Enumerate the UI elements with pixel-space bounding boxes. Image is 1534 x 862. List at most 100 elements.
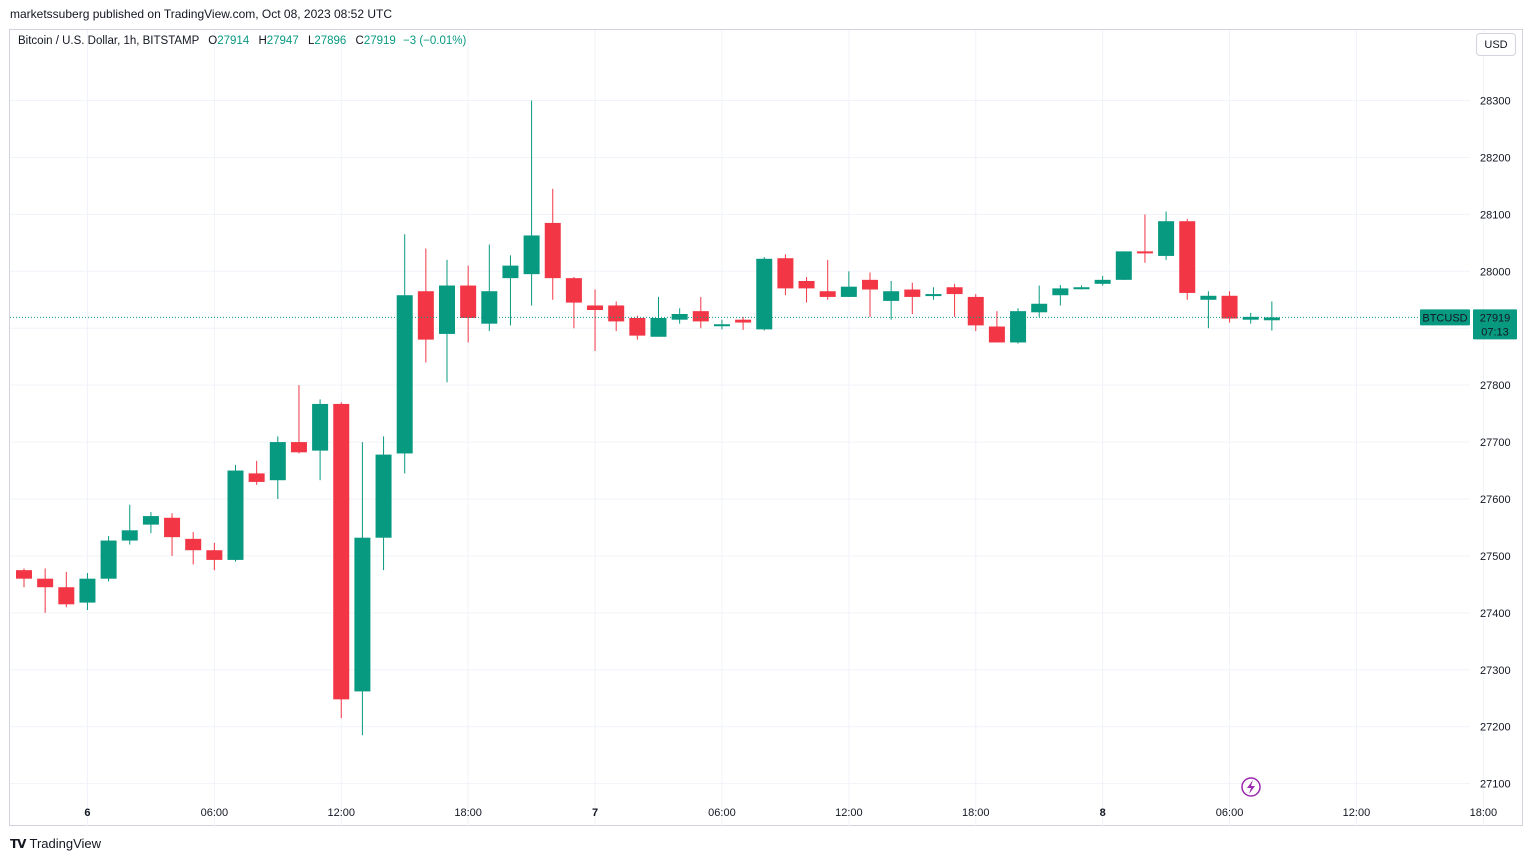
candle[interactable] [58,571,75,608]
candle[interactable] [713,319,730,330]
candle[interactable] [290,385,307,454]
last-price-bg [1473,309,1517,340]
candle[interactable] [396,234,413,474]
candle-body [1263,317,1280,321]
candle[interactable] [1136,214,1153,263]
candle[interactable] [121,504,138,545]
candle[interactable] [312,399,329,481]
candle-body [227,470,244,560]
candle[interactable] [523,100,540,306]
candle-body [713,324,730,327]
x-tick-label: 12:00 [835,807,863,819]
candle[interactable] [185,532,202,565]
candle[interactable] [671,308,688,324]
candle[interactable] [650,296,667,337]
brand-name: TradingView [29,836,102,851]
candle-body [883,291,900,301]
candle-body [840,286,857,297]
last-price-value: 27919 [1480,312,1511,324]
candle[interactable] [248,460,265,485]
x-tick-label: 06:00 [1216,807,1244,819]
candle-body [375,454,392,538]
candle[interactable] [354,442,371,736]
bar-countdown: 07:13 [1481,326,1509,338]
candle[interactable] [946,283,963,317]
candle-body [1052,288,1069,296]
candle[interactable] [1179,218,1196,300]
candle[interactable] [206,542,223,571]
candle[interactable] [1031,285,1048,317]
y-tick-label: 28000 [1480,266,1511,278]
candle[interactable] [840,271,857,297]
candle[interactable] [608,301,625,332]
candle-body [121,530,138,541]
candle[interactable] [227,464,244,562]
candle-body [1115,251,1132,280]
candle-body [1221,295,1238,319]
candle[interactable] [1200,291,1217,329]
candle[interactable] [269,436,286,499]
candle-body [142,516,159,525]
candle[interactable] [1094,275,1111,286]
candle[interactable] [862,272,878,317]
candle[interactable] [904,282,921,314]
candle[interactable] [439,259,455,383]
symbol-title: Bitcoin / U.S. Dollar, 1h, BITSTAMP [18,35,200,47]
currency-button[interactable]: USD [1476,33,1516,56]
candle[interactable] [756,257,773,331]
candle[interactable] [777,254,794,296]
brand-logo[interactable]: 𝗧𝗩 TradingView [10,836,101,851]
candle[interactable] [79,573,96,610]
candle[interactable] [481,244,498,332]
candle-body [460,285,477,318]
candle[interactable] [819,259,836,300]
candle[interactable] [1115,251,1132,280]
candle[interactable] [988,311,1005,343]
candle[interactable] [100,536,117,582]
x-tick-label: 06:00 [201,807,229,819]
candle[interactable] [587,289,604,351]
candle-body [1179,221,1196,293]
candle[interactable] [629,315,646,340]
candle[interactable] [1073,285,1090,290]
open-value: 27914 [217,35,250,47]
y-tick-label: 27600 [1480,494,1511,506]
candle-body [1242,316,1259,320]
candle[interactable] [1242,312,1259,324]
lightning-icon[interactable] [1241,777,1261,797]
candle[interactable] [37,568,54,613]
candle[interactable] [544,188,561,300]
y-tick-label: 28200 [1480,152,1511,164]
ticker-label: BTCUSD [1422,312,1467,324]
candle-body [988,326,1005,343]
candle[interactable] [460,265,477,343]
candle[interactable] [502,255,519,326]
close-value: 27919 [363,35,396,47]
close-label: C [355,35,364,47]
y-tick-label: 27700 [1480,437,1511,449]
candle[interactable] [1052,284,1069,306]
candle[interactable] [417,248,434,363]
candle-body [185,538,202,551]
candle-body [608,305,625,322]
candle[interactable] [1010,308,1027,344]
candle[interactable] [1221,291,1238,323]
high-label: H [258,35,267,47]
candle[interactable] [1158,211,1175,260]
candle[interactable] [375,436,392,571]
candle[interactable] [333,402,350,719]
candle[interactable] [565,277,582,329]
candle[interactable] [925,287,942,300]
candle[interactable] [883,280,900,320]
candle-body [206,550,223,560]
candle[interactable] [1263,301,1280,331]
candle[interactable] [692,296,709,329]
candle[interactable] [735,316,752,330]
candle[interactable] [16,568,32,588]
y-tick-label: 27200 [1480,722,1511,734]
candle[interactable] [142,512,159,534]
candle[interactable] [164,513,181,556]
candle[interactable] [967,294,984,332]
candle[interactable] [798,277,815,303]
